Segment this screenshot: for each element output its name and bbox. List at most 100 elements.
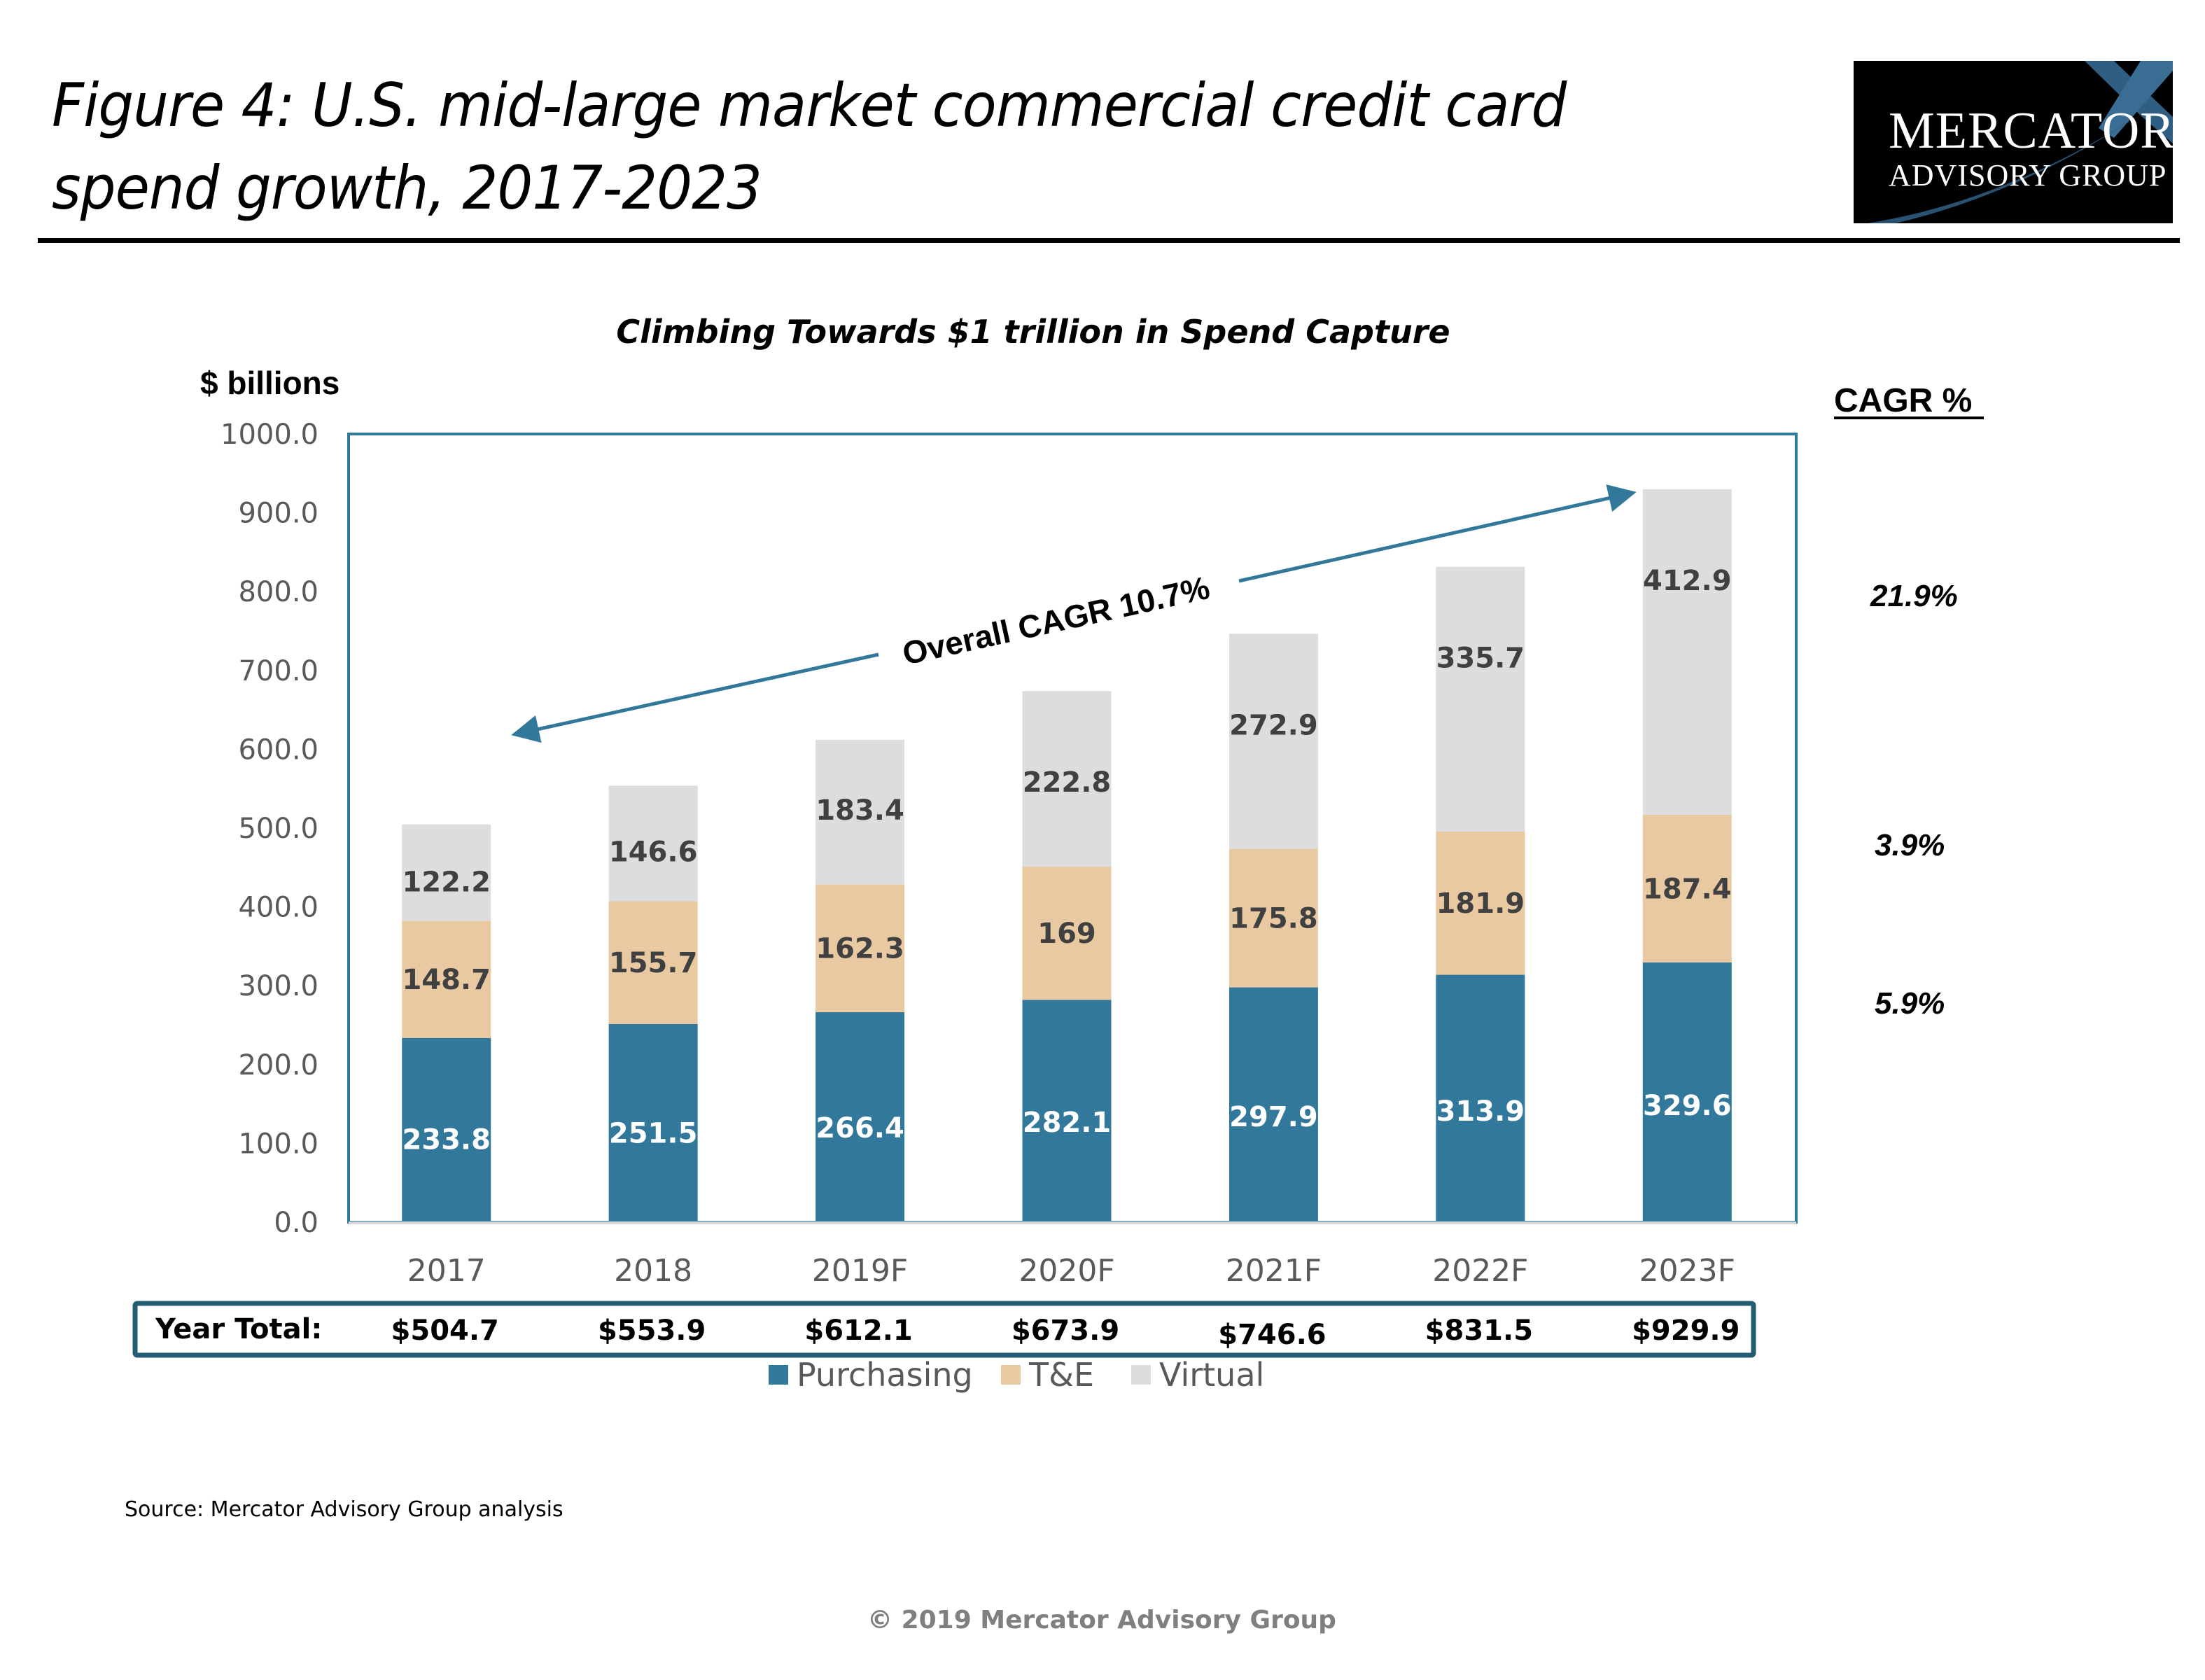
logo-wordmark: MERCATOR <box>1889 102 2173 160</box>
x-category-label: 2020F <box>1018 1253 1114 1289</box>
x-category-label: 2017 <box>407 1253 486 1289</box>
data-label: 251.5 <box>609 1118 698 1150</box>
bar-segment-purchasing <box>1642 962 1732 1222</box>
x-category-label: 2021F <box>1226 1253 1322 1289</box>
y-tick-label: 300.0 <box>238 970 318 1002</box>
bar-segment-purchasing <box>816 1012 905 1222</box>
y-tick-label: 700.0 <box>238 655 318 687</box>
mercator-logo: MERCATOR ADVISORY GROUP <box>1854 61 2173 223</box>
year-total-value: $612.1 <box>804 1315 912 1347</box>
bar-segment-virtual <box>1642 489 1732 815</box>
legend-swatch-virtual <box>1131 1365 1151 1385</box>
cagr-virtual: 21.9% <box>1870 579 1958 613</box>
legend-swatch-purchasing <box>769 1365 788 1385</box>
bar-segment-te <box>1436 831 1525 975</box>
data-label: 146.6 <box>609 836 698 869</box>
x-category-label: 2023F <box>1639 1253 1735 1289</box>
chart-title: Climbing Towards $1 trillion in Spend Ca… <box>616 313 1450 351</box>
year-total-label: Year Total: <box>155 1313 322 1345</box>
legend-label: Virtual <box>1159 1356 1264 1394</box>
data-label: 412.9 <box>1643 565 1732 597</box>
data-label: 233.8 <box>402 1124 491 1156</box>
cagr-te: 3.9% <box>1875 828 1945 862</box>
overall-cagr-label: Overall CAGR 10.7% <box>899 569 1212 672</box>
y-tick-label: 100.0 <box>238 1128 318 1160</box>
bars-group: 233.8 148.7 122.2 251.5 155.7 146.6 266.4 162.3… <box>402 489 1732 1222</box>
bar-segment-virtual <box>816 739 905 885</box>
data-label: 169 <box>1037 918 1096 950</box>
y-tick-label: 500.0 <box>238 813 318 845</box>
data-label: 122.2 <box>402 867 491 899</box>
x-axis-categories: 2017 2018 2019F 2020F 2021F 2022F 2023F <box>407 1253 1735 1289</box>
year-total-value: $673.9 <box>1011 1315 1119 1347</box>
year-totals-values: $504.7 $553.9 $612.1 $673.9 $746.6 $831.5 $929… <box>391 1315 1740 1351</box>
y-tick-label: 200.0 <box>238 1049 318 1082</box>
x-category-label: 2022F <box>1432 1253 1528 1289</box>
cagr-arrow-right <box>1238 484 1637 583</box>
year-total-value: $746.6 <box>1218 1319 1326 1351</box>
source-note: Source: Mercator Advisory Group analysis <box>125 1497 564 1522</box>
data-label: 187.4 <box>1643 873 1732 905</box>
x-category-label: 2018 <box>614 1253 692 1289</box>
figure-title-line2: spend growth, 2017-2023 <box>52 153 762 223</box>
y-axis-ticks: 0.0 100.0 200.0 300.0 400.0 500.0 600.0 700.0 80… <box>220 419 318 1239</box>
data-label: 266.4 <box>816 1112 904 1144</box>
bar-segment-te <box>1228 848 1318 988</box>
bar-segment-te <box>1022 867 1112 1000</box>
year-total-value: $504.7 <box>391 1315 499 1347</box>
data-label: 155.7 <box>609 947 698 979</box>
data-label: 181.9 <box>1436 888 1525 920</box>
data-label: 329.6 <box>1643 1090 1732 1122</box>
y-axis-label: $ billions <box>200 365 340 401</box>
bar-segment-purchasing <box>1228 987 1318 1222</box>
legend: Purchasing T&E Virtual <box>769 1356 1264 1394</box>
cagr-arrow-left <box>511 652 879 743</box>
legend-label: T&E <box>1028 1356 1094 1394</box>
logo-swoosh-icon <box>1868 61 2173 223</box>
y-tick-label: 800.0 <box>238 576 318 608</box>
bar-segment-virtual <box>402 824 491 921</box>
figure-title: Figure 4: U.S. mid-large market commerci… <box>52 64 1614 230</box>
y-tick-label: 600.0 <box>238 734 318 766</box>
year-total-value: $831.5 <box>1425 1315 1533 1347</box>
title-divider <box>38 238 2180 243</box>
data-label: 148.7 <box>402 964 491 996</box>
bar-segment-virtual <box>1436 566 1525 832</box>
bar-segment-te <box>402 920 491 1038</box>
year-total-value: $553.9 <box>598 1315 706 1347</box>
x-category-label: 2019F <box>812 1253 908 1289</box>
bar-segment-te <box>608 901 698 1024</box>
bar-segment-te <box>816 884 905 1013</box>
bar-segment-virtual <box>1228 634 1318 849</box>
data-label: 222.8 <box>1023 766 1112 799</box>
data-label: 175.8 <box>1229 903 1318 935</box>
bar-segment-purchasing <box>402 1037 491 1222</box>
legend-label: Purchasing <box>797 1356 973 1394</box>
copyright-note: © 2019 Mercator Advisory Group <box>867 1606 1336 1634</box>
cagr-header: CAGR % <box>1834 382 1972 419</box>
bar-segment-purchasing <box>608 1023 698 1222</box>
cagr-purchasing: 5.9% <box>1875 986 1945 1021</box>
data-label: 335.7 <box>1436 643 1525 675</box>
data-label: 272.9 <box>1229 709 1318 741</box>
bar-segment-purchasing <box>1436 974 1525 1222</box>
data-label: 282.1 <box>1023 1107 1112 1139</box>
bar-segment-virtual <box>1022 691 1112 867</box>
bar-segment-te <box>1642 814 1732 962</box>
y-tick-label: 900.0 <box>238 498 318 530</box>
data-label: 183.4 <box>816 794 904 827</box>
data-label: 313.9 <box>1436 1096 1525 1128</box>
bar-segment-virtual <box>608 785 698 902</box>
legend-swatch-te <box>1001 1365 1021 1385</box>
data-label: 297.9 <box>1229 1101 1318 1133</box>
bar-segment-purchasing <box>1022 1000 1112 1222</box>
year-total-value: $929.9 <box>1632 1315 1740 1347</box>
y-tick-label: 1000.0 <box>220 419 318 451</box>
logo-tagline: ADVISORY GROUP <box>1889 158 2167 192</box>
data-label: 162.3 <box>816 933 904 965</box>
figure-title-line1: Figure 4: U.S. mid-large market commerci… <box>52 71 1567 141</box>
year-totals-box <box>132 1301 1756 1358</box>
y-tick-label: 400.0 <box>238 892 318 924</box>
y-tick-label: 0.0 <box>274 1207 318 1239</box>
